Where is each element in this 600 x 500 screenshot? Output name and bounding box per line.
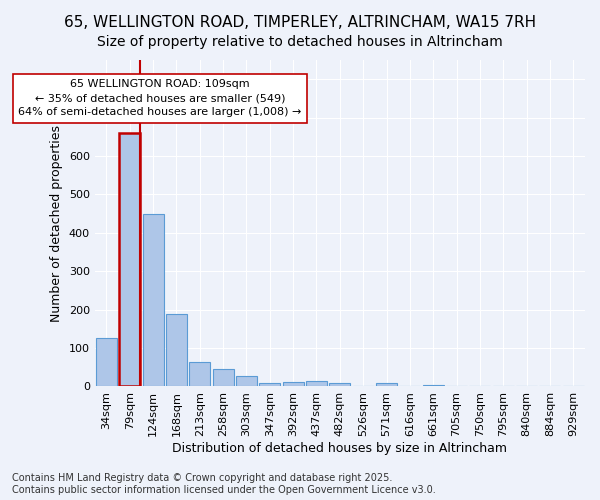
Bar [212, 369, 233, 386]
Bar [189, 362, 210, 386]
Bar [236, 376, 257, 386]
Bar [376, 384, 397, 386]
Bar [166, 314, 187, 386]
Bar [329, 384, 350, 386]
X-axis label: Distribution of detached houses by size in Altrincham: Distribution of detached houses by size … [172, 442, 508, 455]
Bar [143, 214, 164, 386]
Text: Contains HM Land Registry data © Crown copyright and database right 2025.
Contai: Contains HM Land Registry data © Crown c… [12, 474, 436, 495]
Text: 65 WELLINGTON ROAD: 109sqm
← 35% of detached houses are smaller (549)
64% of sem: 65 WELLINGTON ROAD: 109sqm ← 35% of deta… [19, 79, 302, 117]
Text: Size of property relative to detached houses in Altrincham: Size of property relative to detached ho… [97, 35, 503, 49]
Text: 65, WELLINGTON ROAD, TIMPERLEY, ALTRINCHAM, WA15 7RH: 65, WELLINGTON ROAD, TIMPERLEY, ALTRINCH… [64, 15, 536, 30]
Bar [306, 382, 327, 386]
Y-axis label: Number of detached properties: Number of detached properties [50, 124, 63, 322]
Bar [119, 133, 140, 386]
Bar [423, 384, 444, 386]
Bar [96, 338, 117, 386]
Bar [283, 382, 304, 386]
Bar [259, 382, 280, 386]
